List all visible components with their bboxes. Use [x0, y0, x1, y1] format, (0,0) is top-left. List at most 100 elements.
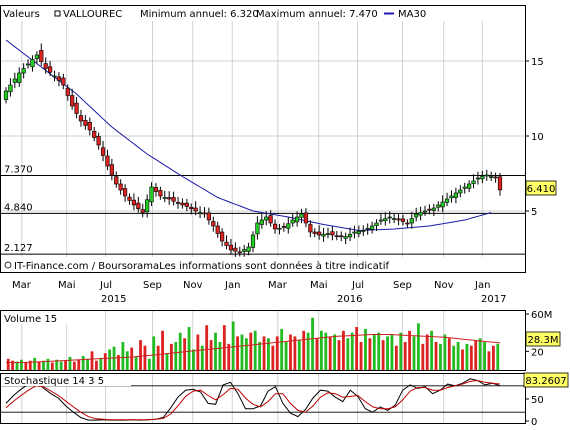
volume-bar-16 — [77, 359, 81, 370]
candle-body-55 — [246, 246, 251, 252]
candle-body-28 — [127, 196, 132, 201]
x-label-sep-2015: Sep — [143, 280, 162, 291]
volume-bar-104 — [465, 343, 469, 370]
candle-body-98 — [436, 204, 441, 208]
volume-bar-98 — [439, 343, 442, 370]
volume-bar-22 — [103, 353, 107, 370]
volume-bar-83 — [372, 334, 376, 370]
volume-bar-94 — [421, 343, 425, 370]
volume-bar-42 — [192, 349, 195, 370]
candle-body-69 — [308, 224, 313, 233]
candle-body-4 — [21, 68, 26, 74]
volume-bar-10 — [50, 362, 54, 370]
candle-body-56 — [250, 234, 256, 248]
candle-body-92 — [409, 218, 414, 224]
volume-bar-11 — [55, 359, 59, 370]
volume-ma-path — [6, 334, 501, 363]
candle-body-71 — [317, 231, 322, 236]
candle-body-48 — [215, 225, 220, 234]
volume-ytick-0: 60M — [531, 310, 552, 321]
candle-body-25 — [114, 176, 119, 185]
candle-body-94 — [418, 212, 423, 216]
candle-body-78 — [347, 233, 353, 238]
candle-body-76 — [339, 235, 344, 238]
volume-bar-57 — [258, 342, 262, 370]
candle-body-65 — [290, 219, 295, 224]
candle-body-82 — [365, 227, 370, 230]
candle-body-110 — [489, 176, 494, 178]
watermark: IT-Finance.com / BoursoramaLes informati… — [14, 260, 389, 272]
volume-bar-101 — [452, 345, 456, 370]
volume-bar-105 — [469, 345, 473, 370]
candle-body-91 — [405, 222, 410, 225]
volume-bar-14 — [68, 356, 72, 370]
stochastic-ytick-2: 0 — [531, 417, 537, 428]
volume-bar-17 — [81, 356, 85, 370]
volume-bar-12 — [59, 361, 63, 370]
price-ytick-0: 15 — [531, 57, 544, 68]
candle-body-86 — [383, 218, 388, 222]
volume-bar-62 — [280, 328, 284, 370]
volume-bar-109 — [487, 351, 491, 370]
candle-body-39 — [175, 202, 181, 204]
volume-bar-65 — [293, 336, 297, 370]
volume-bar-19 — [90, 351, 94, 370]
volume-ytick-1: 20 — [531, 347, 544, 358]
candle-body-80 — [356, 230, 361, 234]
volume-bar-93 — [416, 323, 420, 370]
candle-body-83 — [369, 225, 375, 230]
volume-bar-99 — [443, 334, 447, 370]
volume-bar-102 — [456, 342, 460, 370]
volume-bar-41 — [187, 327, 191, 370]
candle-body-53 — [237, 251, 242, 254]
candle-body-52 — [233, 247, 238, 252]
candle-body-54 — [242, 249, 247, 252]
candle-body-44 — [197, 212, 203, 214]
last-price: 6.410 — [527, 184, 556, 195]
year-label-2016: 2016 — [337, 294, 362, 305]
legend-min: Minimum annuel: 6.320 — [140, 9, 259, 20]
candle-body-5 — [25, 63, 31, 66]
volume-bar-73 — [328, 336, 332, 370]
volume-bar-110 — [491, 345, 495, 370]
volume-bar-77 — [346, 338, 350, 370]
x-label-jan-2016: Jan — [224, 280, 240, 291]
candle-body-109 — [484, 174, 489, 177]
volume-bar-39 — [178, 332, 182, 370]
candle-body-107 — [475, 177, 481, 180]
volume-bar-87 — [390, 334, 394, 370]
candle-body-31 — [140, 209, 145, 213]
candle-body-24 — [109, 164, 114, 176]
candle-body-23 — [105, 155, 110, 167]
candle-body-99 — [440, 201, 445, 208]
volume-bar-6 — [33, 357, 37, 370]
volume-bar-9 — [46, 358, 50, 370]
stochastic-ytick-1: 50 — [531, 395, 544, 406]
price-ytick-2: 5 — [531, 207, 537, 218]
x-label-mai-2015: Mai — [58, 280, 76, 291]
volume-bar-33 — [152, 336, 156, 370]
candle-body-30 — [136, 202, 141, 210]
candle-body-12 — [56, 76, 62, 81]
x-label-mai-2016: Mai — [310, 280, 328, 291]
candle-body-38 — [171, 197, 176, 202]
candle-body-84 — [374, 222, 379, 226]
candle-body-77 — [343, 236, 348, 239]
volume-bar-72 — [324, 332, 328, 370]
volume-bar-76 — [342, 330, 345, 370]
candle-body-111 — [493, 176, 498, 179]
x-label-mar-2016: Mar — [268, 280, 288, 291]
candle-body-0 — [3, 90, 9, 100]
candle-body-20 — [92, 130, 97, 138]
volume-bar-61 — [275, 336, 279, 370]
volume-bar-108 — [483, 342, 486, 370]
volume-bar-55 — [249, 332, 253, 370]
volume-bar-71 — [319, 330, 323, 370]
volume-bar-111 — [496, 343, 500, 370]
candle-body-70 — [312, 231, 317, 234]
volume-bar-7 — [37, 361, 41, 370]
candle-body-14 — [65, 87, 70, 96]
volume-bar-106 — [474, 340, 478, 370]
volume-bar-36 — [165, 353, 169, 370]
